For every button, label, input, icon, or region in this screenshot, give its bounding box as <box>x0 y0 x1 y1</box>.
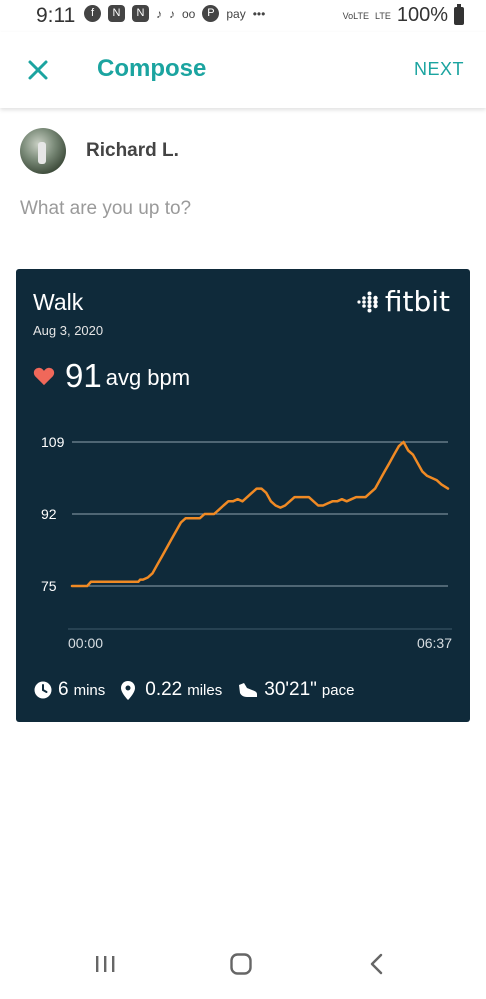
back-icon <box>370 953 383 975</box>
app-bar: Compose NEXT <box>0 32 486 108</box>
avg-bpm-unit: avg bpm <box>105 365 191 390</box>
notification-icons: f N N ♪ ♪ oo P pay ••• <box>84 5 265 22</box>
nextdoor-icon-2: N <box>132 5 149 22</box>
clock-icon <box>34 681 52 699</box>
more-notifications-icon: ••• <box>252 6 266 21</box>
activity-card: Walk Aug 3, 2020 fitbit 91 avg bpm 109 92… <box>16 269 470 722</box>
x-tick-label: 00:00 <box>68 635 103 651</box>
system-nav-bar <box>0 932 486 999</box>
samsung-pay-icon: pay <box>226 6 246 21</box>
fitbit-wordmark: fitbit <box>384 285 450 318</box>
back-button[interactable] <box>365 952 389 981</box>
activity-type: Walk <box>33 289 84 315</box>
distance-value: 0.22 <box>145 679 183 700</box>
home-icon <box>230 953 252 975</box>
duration-unit: mins <box>73 681 106 699</box>
tiktok-icon-2: ♪ <box>169 6 175 21</box>
fitbit-logo: fitbit <box>355 285 450 318</box>
voicemail-icon: oo <box>182 6 196 21</box>
facebook-icon: f <box>84 5 101 22</box>
lte-signal-icon: LTE <box>375 10 391 21</box>
next-button[interactable]: NEXT <box>413 59 464 79</box>
y-tick-label: 109 <box>41 434 65 450</box>
activity-stats: 6 mins 0.22 miles 30'21" pace <box>34 679 354 701</box>
heart-icon <box>33 367 55 386</box>
heart-rate-chart: 109 92 75 00:00 06:37 <box>41 434 452 651</box>
fitbit-dots-icon <box>357 291 378 312</box>
pace-unit: pace <box>321 681 355 699</box>
x-tick-label: 06:37 <box>417 635 452 651</box>
home-button[interactable] <box>229 952 253 981</box>
y-tick-label: 75 <box>41 578 57 594</box>
status-time: 9:11 <box>36 4 76 27</box>
battery-percent: 100% <box>396 4 448 26</box>
pace-value: 30'21" <box>264 679 317 700</box>
avg-heart-rate: 91 avg bpm <box>33 359 190 392</box>
tiktok-icon: ♪ <box>156 6 162 21</box>
distance-unit: miles <box>187 681 223 699</box>
avatar <box>20 128 66 174</box>
duration-value: 6 <box>58 679 69 700</box>
y-tick-label: 92 <box>41 506 57 522</box>
shoe-icon <box>239 683 258 697</box>
user-name: Richard L. <box>86 140 179 161</box>
avg-bpm-value: 91 <box>65 357 102 394</box>
recents-button[interactable] <box>93 952 117 981</box>
status-bar: 9:11 f N N ♪ ♪ oo P pay ••• VoLTE LTE 10… <box>0 0 486 32</box>
volte-icon: VoLTE <box>342 10 369 21</box>
nextdoor-icon: N <box>108 5 125 22</box>
heart-rate-line <box>70 440 450 588</box>
activity-date: Aug 3, 2020 <box>33 323 104 338</box>
post-text-input[interactable] <box>20 192 460 226</box>
close-button[interactable] <box>20 52 56 88</box>
location-pin-icon <box>121 680 136 700</box>
pinterest-icon: P <box>202 5 220 22</box>
battery-icon <box>454 3 464 25</box>
close-icon <box>28 60 48 80</box>
system-icons: VoLTE LTE 100% <box>342 3 464 27</box>
recents-icon <box>96 956 115 972</box>
page-title: Compose <box>97 55 207 82</box>
